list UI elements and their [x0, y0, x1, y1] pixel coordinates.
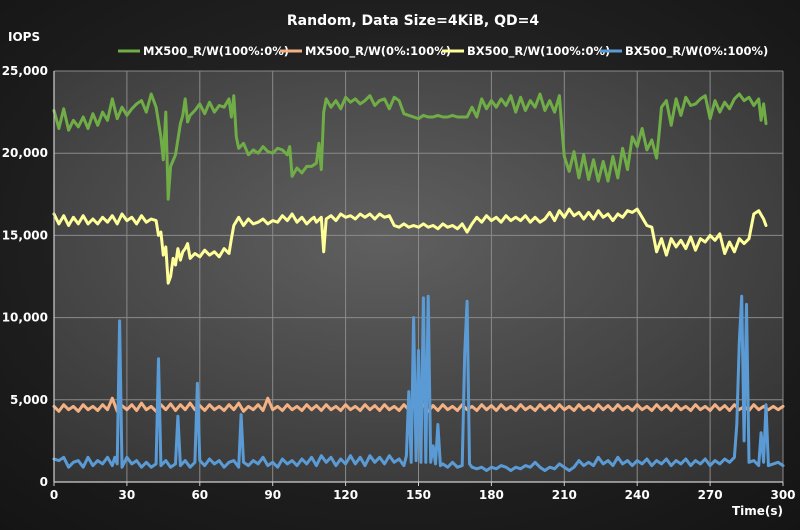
y-tick-label: 5,000 — [10, 393, 48, 407]
series-line-mx500-r-w-100-0 — [52, 92, 768, 201]
series-line-bx500-r-w-100-0 — [52, 207, 768, 285]
y-axis-label: IOPS — [8, 30, 40, 44]
y-tick-label: 20,000 — [2, 146, 48, 160]
series-layer — [52, 92, 785, 472]
x-tick-label: 150 — [406, 488, 431, 502]
legend-label: MX500_R/W(100%:0%) — [143, 44, 289, 59]
legend-label: MX500_R/W(0%:100%) — [305, 44, 451, 59]
y-tick-label: 25,000 — [2, 64, 48, 78]
x-tick-label: 30 — [119, 488, 136, 502]
legend-label: BX500_R/W(100%:0%) — [467, 44, 610, 59]
x-tick-label: 60 — [191, 488, 208, 502]
y-tick-label: 15,000 — [2, 228, 48, 242]
x-tick-label: 270 — [698, 488, 723, 502]
x-tick-label: 210 — [552, 488, 577, 502]
axes: 0 5,000 10,000 15,000 20,000 25,000 0 30 60 90 120… — [2, 64, 796, 502]
x-tick-label: 120 — [333, 488, 358, 502]
series-line-bx500-r-w-0-100 — [52, 294, 785, 472]
legend: MX500_R/W(100%:0%) MX500_R/W(0%:100%) BX50… — [118, 44, 768, 59]
chart-title: Random, Data Size=4KiB, QD=4 — [287, 13, 539, 29]
x-tick-label: 90 — [264, 488, 281, 502]
x-tick-label: 0 — [50, 488, 58, 502]
y-tick-label: 0 — [40, 475, 48, 489]
y-tick-label: 10,000 — [2, 311, 48, 325]
x-tick-label: 300 — [770, 488, 795, 502]
x-tick-label: 240 — [625, 488, 650, 502]
x-axis-label: Time(s) — [732, 504, 783, 518]
legend-label: BX500_R/W(0%:100%) — [625, 44, 768, 59]
x-tick-label: 180 — [479, 488, 504, 502]
